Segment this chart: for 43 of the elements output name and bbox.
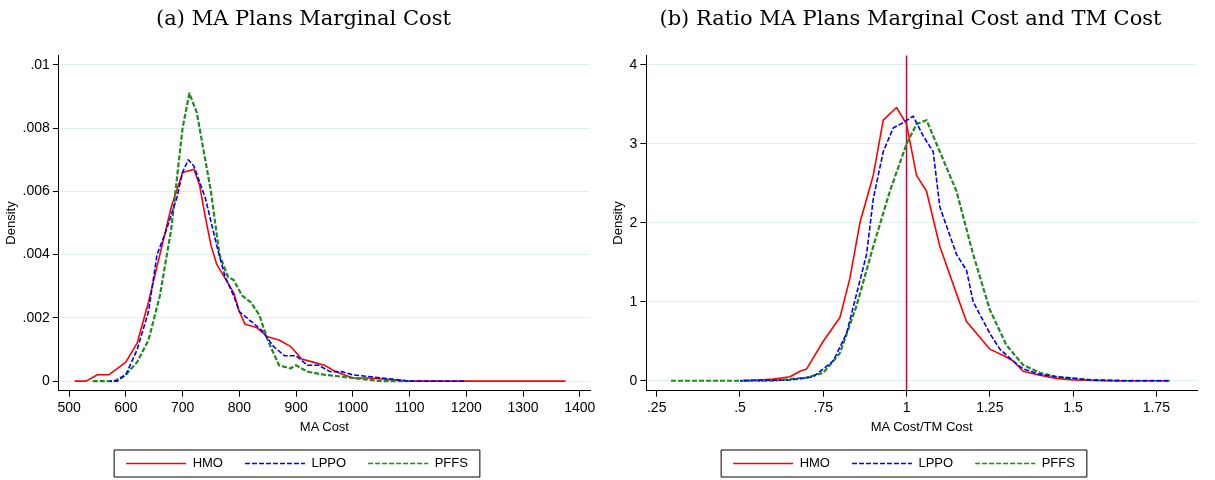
legend-label: HMO [192,455,223,471]
x-tick-label: 1.25 [975,398,1004,415]
y-tick-label: 4 [629,55,638,72]
x-tick-label: 1.5 [1062,398,1083,415]
y-tick-label: .006 [22,182,50,199]
legend-label: LPPO [917,455,953,471]
legend-label: PFFS [1041,455,1075,471]
x-tick-label: 1400 [563,398,596,415]
y-tick-label: 0 [41,371,50,388]
line-series [668,119,1171,382]
x-tick-label: 700 [170,398,194,415]
x-tick-label: 1200 [450,398,482,415]
x-tick-label: 500 [56,398,81,415]
x-tick-label: 900 [283,398,308,415]
x-tick-label: .5 [733,398,746,415]
x-axis-title: MA Cost [299,418,349,434]
legend-label: PFFS [434,455,468,471]
line-series [108,158,467,382]
y-tick-label: .01 [29,55,50,72]
x-tick-label: 1100 [393,398,425,415]
y-tick-label: 1 [629,292,638,309]
x-tick-label: 800 [227,398,251,415]
x-axis-title: MA Cost/TM Cost [870,418,973,434]
y-tick-label: .004 [22,245,50,262]
x-tick-label: 600 [113,398,138,415]
y-tick-label: 3 [629,134,638,151]
y-tick-label: 2 [629,213,638,230]
x-tick-label: 1.75 [1142,398,1170,415]
x-tick-label: 1000 [336,398,369,415]
chart-title: (b) Ratio MA Plans Marginal Cost and TM Cost [659,5,1162,32]
y-axis-title: Density [2,200,18,245]
x-tick-label: .25 [646,398,667,415]
x-tick-label: 1 [902,398,911,415]
y-tick-label: 0 [629,371,638,388]
x-tick-label: 1300 [506,398,539,415]
chart-title: (a) MA Plans Marginal Cost [156,5,451,32]
y-tick-label: .002 [22,308,50,325]
legend-label: HMO [799,455,830,471]
legend-label: LPPO [310,455,346,471]
y-tick-label: .008 [22,118,50,135]
x-tick-label: .75 [813,398,833,415]
y-axis-title: Density [609,200,625,245]
line-series [90,92,411,383]
